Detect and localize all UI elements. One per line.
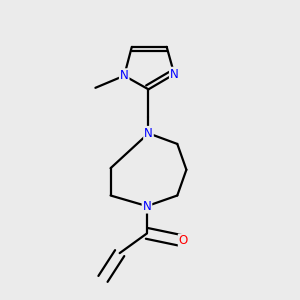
Text: O: O	[179, 235, 188, 248]
Text: N: N	[142, 200, 151, 213]
Text: N: N	[144, 127, 153, 140]
Text: N: N	[120, 69, 129, 82]
Text: N: N	[170, 68, 178, 81]
